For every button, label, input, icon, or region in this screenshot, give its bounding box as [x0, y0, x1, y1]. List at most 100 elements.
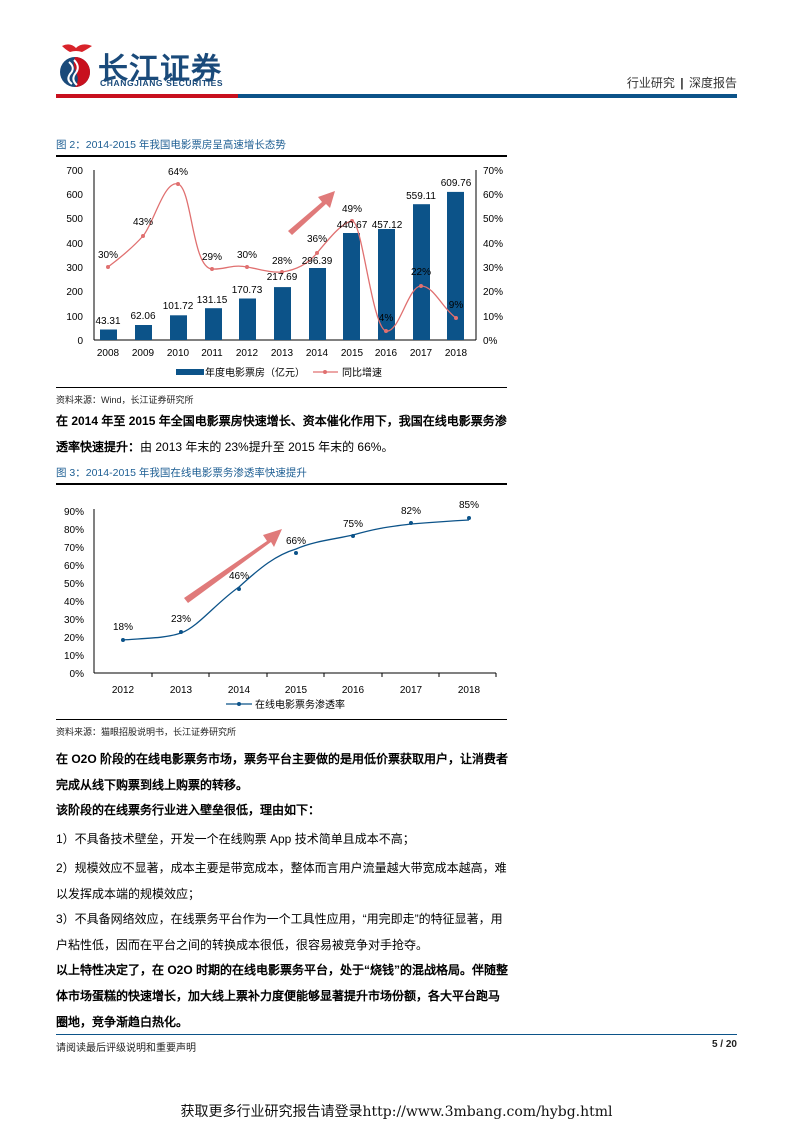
svg-text:29%: 29% [202, 252, 222, 263]
svg-text:400: 400 [66, 239, 83, 250]
svg-text:70%: 70% [64, 543, 84, 554]
svg-text:200: 200 [66, 287, 83, 298]
svg-text:60%: 60% [64, 561, 84, 572]
svg-text:18%: 18% [113, 622, 133, 633]
logo-chinese-name: 长江证券 [98, 52, 222, 87]
page-number: 5 / 20 [711, 1039, 737, 1050]
svg-text:在线电影票务渗透率: 在线电影票务渗透率 [255, 698, 345, 711]
svg-text:100: 100 [66, 312, 83, 323]
changjiang-logo-icon [60, 44, 92, 87]
svg-text:20%: 20% [483, 287, 503, 298]
svg-text:66%: 66% [286, 536, 306, 547]
report-type-label: 深度报告 [688, 76, 737, 90]
watermark-link[interactable]: 获取更多行业研究报告请登录http://www.3mbang.com/hybg.… [180, 1104, 613, 1120]
svg-text:22%: 22% [411, 267, 431, 278]
svg-text:30%: 30% [64, 615, 84, 626]
svg-text:60%: 60% [483, 190, 503, 201]
svg-text:30%: 30% [237, 250, 257, 261]
svg-text:46%: 46% [229, 571, 249, 582]
logo: 长江证券 CHANGJIANG SECURITIES [56, 40, 256, 90]
svg-text:0%: 0% [70, 669, 85, 680]
svg-text:457.12: 457.12 [372, 220, 403, 231]
svg-text:80%: 80% [64, 525, 84, 536]
svg-text:2009: 2009 [132, 348, 155, 359]
paragraph-conclusion: 以上特性决定了，在 O2O 时期的在线电影票务平台，处于“烧钱”的混战格局。伴随… [56, 963, 509, 1029]
figure3-title: 图 3：2014-2015 年我国在线电影票务渗透率快速提升 [56, 467, 307, 479]
svg-text:9%: 9% [449, 300, 464, 311]
svg-text:2008: 2008 [97, 348, 120, 359]
paragraph-normal-tail: 由 2013 年末的 23%提升至 2015 年末的 66%。 [140, 440, 394, 454]
svg-text:700: 700 [66, 166, 83, 177]
svg-text:30%: 30% [483, 263, 503, 274]
paragraph-reason-1: 1）不具备技术壁垒，开发一个在线购票 App 技术简单且成本不高； [56, 832, 415, 846]
svg-text:49%: 49% [342, 204, 362, 215]
svg-text:10%: 10% [483, 312, 503, 323]
svg-text:70%: 70% [483, 166, 503, 177]
logo-english-name: CHANGJIANG SECURITIES [100, 78, 224, 88]
paragraph-penetration-summary: 在 2014 年至 2015 年全国电影票房快速增长、资本催化作用下，我国在线电… [56, 408, 508, 460]
header-rule-red [56, 94, 238, 98]
svg-text:217.69: 217.69 [267, 272, 298, 283]
svg-text:2011: 2011 [201, 348, 223, 359]
figure2-source: 资料来源：Wind，长江证券研究所 [56, 395, 194, 405]
paragraph-o2o-market: 在 O2O 阶段的在线电影票务市场，票务平台主要做的是用低价票获取用户，让消费者… [56, 752, 509, 792]
report-category: 行业研究 | 深度报告 [627, 74, 737, 91]
svg-text:28%: 28% [272, 256, 292, 267]
svg-text:2013: 2013 [170, 685, 193, 696]
svg-text:2010: 2010 [167, 348, 190, 359]
svg-text:年度电影票房（亿元）: 年度电影票房（亿元） [205, 366, 305, 379]
svg-text:43.31: 43.31 [95, 316, 120, 327]
svg-text:2013: 2013 [271, 348, 294, 359]
svg-text:300: 300 [66, 263, 83, 274]
svg-text:2015: 2015 [285, 685, 308, 696]
svg-text:75%: 75% [343, 519, 363, 530]
figure2-title: 图 2：2014-2015 年我国电影票房呈高速增长态势 [56, 139, 286, 151]
svg-text:36%: 36% [307, 234, 327, 245]
svg-text:559.11: 559.11 [406, 191, 436, 202]
svg-text:500: 500 [66, 214, 83, 225]
svg-text:2017: 2017 [410, 348, 433, 359]
figure3-bottom-rule [56, 719, 507, 720]
svg-text:82%: 82% [401, 506, 421, 517]
svg-text:609.76: 609.76 [441, 178, 472, 189]
svg-text:2016: 2016 [375, 348, 398, 359]
svg-text:440.67: 440.67 [337, 220, 368, 231]
svg-text:30%: 30% [98, 250, 118, 261]
svg-text:170.73: 170.73 [232, 285, 263, 296]
svg-text:131.15: 131.15 [197, 295, 228, 306]
figure2-top-rule [56, 155, 507, 157]
svg-text:40%: 40% [483, 239, 503, 250]
header-separator: | [680, 76, 684, 90]
svg-text:23%: 23% [171, 614, 191, 625]
svg-text:0%: 0% [483, 336, 498, 347]
svg-text:2012: 2012 [112, 685, 135, 696]
svg-text:101.72: 101.72 [163, 301, 194, 312]
svg-text:50%: 50% [64, 579, 84, 590]
figure3-top-rule [56, 483, 507, 485]
box-office-chart: 0 100 200 300 400 500 600 700 0% 10% 20% 30% 40%… [66, 166, 503, 379]
svg-text:40%: 40% [64, 597, 84, 608]
svg-text:2014: 2014 [228, 685, 251, 696]
footer-disclaimer: 请阅读最后评级说明和重要声明 [56, 1043, 196, 1054]
paragraph-entry-barrier: 该阶段的在线票务行业进入壁垒很低，理由如下： [56, 803, 321, 817]
figure3-source: 资料来源：猫眼招股说明书，长江证券研究所 [56, 727, 237, 737]
svg-text:2018: 2018 [458, 685, 481, 696]
penetration-rate-chart: 0% 10% 20% 30% 40% 50% 60% 70% 80% 90% 18% 23% 4… [64, 500, 497, 711]
figure2-bottom-rule [56, 387, 507, 388]
svg-text:90%: 90% [64, 507, 84, 518]
svg-text:50%: 50% [483, 214, 503, 225]
svg-text:2017: 2017 [400, 685, 423, 696]
paragraph-bold-lead: 在 2014 年至 2015 年全国电影票房快速增长、资本催化作用下，我国在线电… [56, 414, 507, 454]
svg-text:64%: 64% [168, 167, 188, 178]
svg-text:4%: 4% [379, 313, 394, 324]
svg-text:2016: 2016 [342, 685, 365, 696]
svg-text:同比增速: 同比增速 [342, 366, 382, 379]
svg-text:85%: 85% [459, 500, 479, 511]
svg-text:10%: 10% [64, 651, 84, 662]
paragraph-reason-2: 2）规模效应不显著，成本主要是带宽成本，整体而言用户流量越大带宽成本越高，难以发… [56, 861, 507, 901]
svg-text:2015: 2015 [341, 348, 364, 359]
svg-text:62.06: 62.06 [130, 311, 155, 322]
svg-text:0: 0 [77, 336, 83, 347]
svg-text:20%: 20% [64, 633, 84, 644]
svg-text:2014: 2014 [306, 348, 329, 359]
